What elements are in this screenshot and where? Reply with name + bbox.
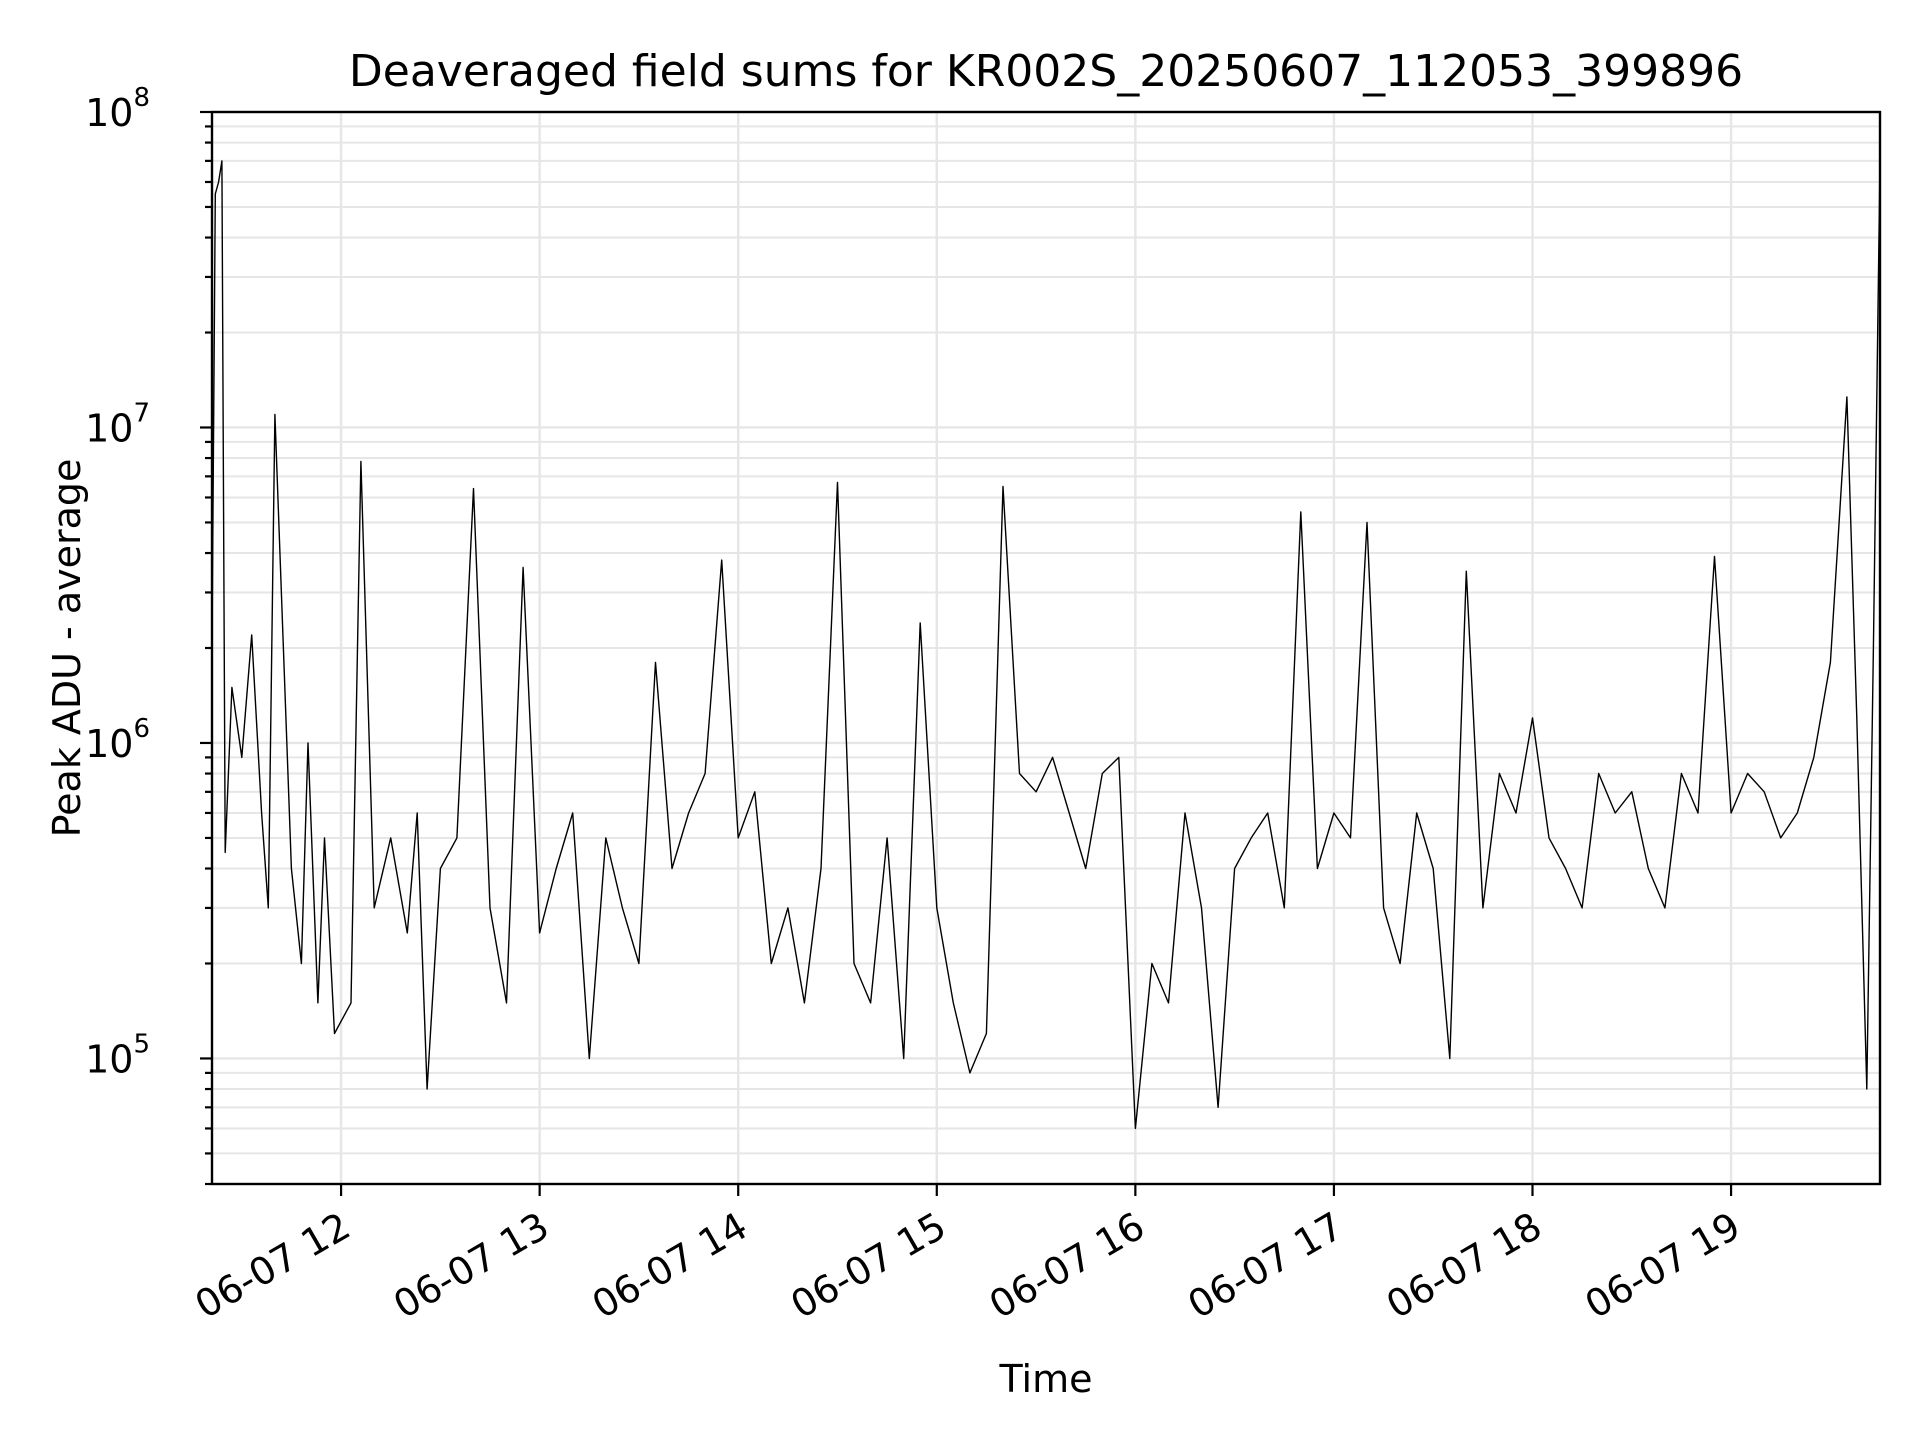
y-tick-exponent: 5 — [133, 1029, 150, 1059]
y-axis-label: Peak ADU - average — [45, 459, 89, 838]
x-tick-label: 06-07 15 — [783, 1204, 953, 1328]
x-tick-label: 06-07 13 — [386, 1204, 556, 1328]
x-tick-label: 06-07 18 — [1379, 1204, 1549, 1328]
chart-title: Deaveraged field sums for KR002S_2025060… — [349, 46, 1743, 97]
x-axis: 06-07 12 06-07 13 06-07 14 06-07 15 06-07 16… — [188, 1184, 1748, 1327]
x-axis-label: Time — [999, 1357, 1093, 1401]
y-tick-exponent: 7 — [133, 398, 150, 428]
y-tick-exponent: 8 — [133, 83, 150, 113]
y-axis: 105 106 107 108 — [85, 83, 212, 1186]
x-tick-label: 06-07 16 — [982, 1204, 1152, 1328]
minor-gridlines — [212, 125, 1880, 1185]
x-tick-label: 06-07 19 — [1578, 1204, 1748, 1328]
y-tick-exponent: 6 — [133, 714, 150, 744]
y-tick-label: 105 — [85, 1029, 150, 1081]
y-tick-label: 107 — [85, 398, 150, 450]
x-tick-label: 06-07 17 — [1180, 1204, 1350, 1328]
y-tick-label: 108 — [85, 83, 150, 135]
y-tick-label: 106 — [85, 714, 150, 766]
x-tick-label: 06-07 14 — [585, 1204, 755, 1328]
x-tick-label: 06-07 12 — [188, 1204, 358, 1328]
series-line — [211, 160, 1881, 1130]
